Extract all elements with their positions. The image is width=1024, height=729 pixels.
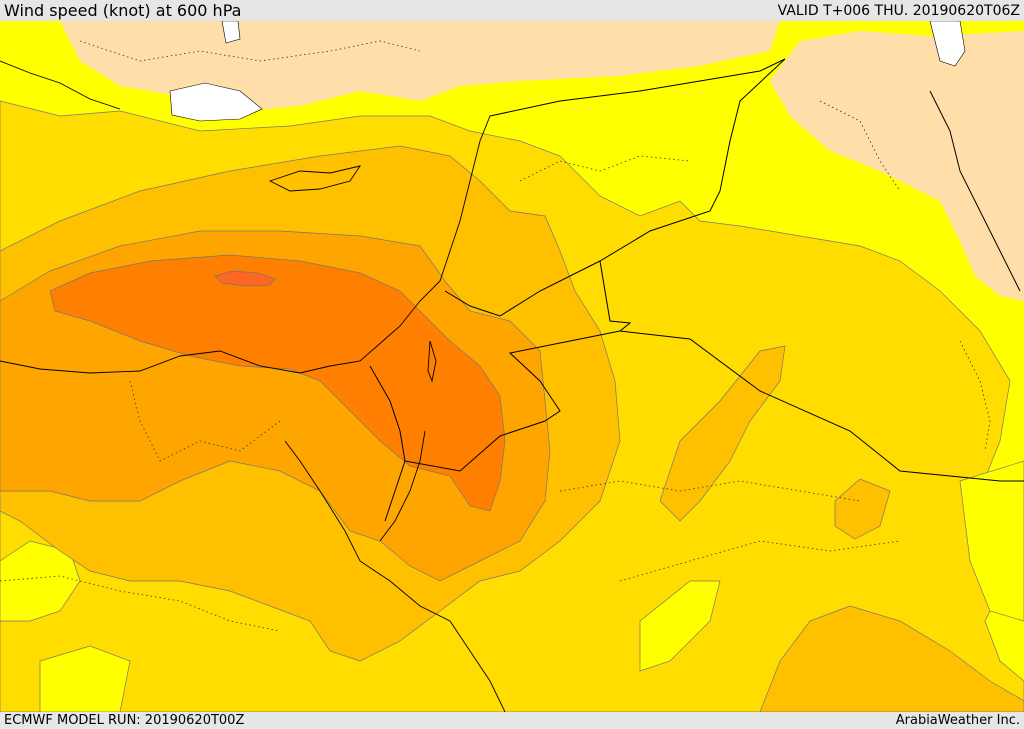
water-caspian: [929, 21, 966, 67]
band-1-pocket-south: [39, 645, 131, 712]
band-5: [49, 254, 506, 512]
band-6-peak: [214, 270, 276, 287]
land-turkey: [60, 21, 780, 111]
band-3-east-cell: [834, 478, 891, 540]
water-lake: [221, 21, 241, 44]
map-svg: [0, 21, 1024, 712]
band-1-pocket-se: [639, 580, 721, 672]
admin-boundaries: [0, 40, 991, 632]
band-1-pocket-west: [0, 540, 81, 622]
water-black-sea: [169, 82, 263, 122]
wind-speed-map[interactable]: [0, 21, 1024, 712]
credit-label: ArabiaWeather Inc.: [895, 713, 1020, 728]
header-bar: Wind speed (knot) at 600 hPa VALID T+006…: [0, 0, 1024, 21]
political-borders: [369, 58, 1024, 522]
land-iran: [770, 31, 1024, 301]
band-3-east-strip: [659, 345, 786, 522]
band-3-southeast: [759, 605, 1024, 712]
map-title: Wind speed (knot) at 600 hPa: [4, 1, 242, 20]
band-1-pocket-east: [959, 460, 1024, 622]
model-run-label: ECMWF MODEL RUN: 20190620T00Z: [4, 713, 245, 728]
coastlines: [0, 60, 506, 712]
footer-bar: ECMWF MODEL RUN: 20190620T00Z ArabiaWeat…: [0, 712, 1024, 729]
valid-time: VALID T+006 THU. 20190620T06Z: [777, 3, 1020, 19]
